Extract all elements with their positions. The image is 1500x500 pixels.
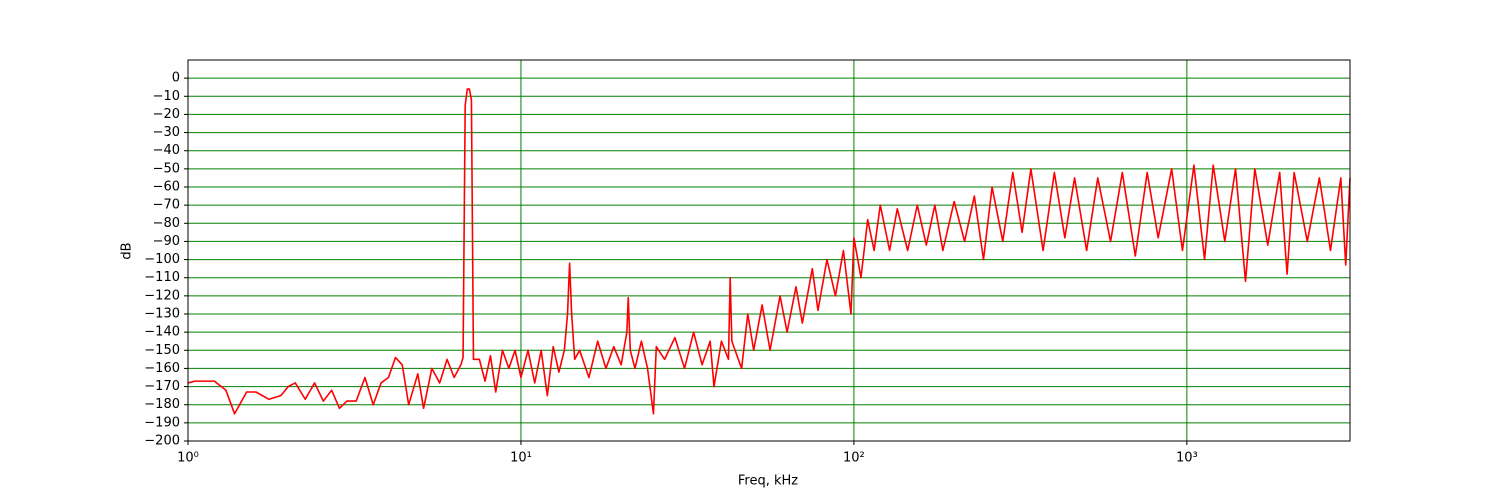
y-tick-label: −20 (153, 107, 180, 122)
y-tick-label: −40 (153, 143, 180, 158)
x-tick-label: 10² (843, 451, 865, 466)
y-tick-label: −10 (153, 89, 180, 104)
y-tick-label: −180 (144, 397, 180, 412)
x-axis-label: Freq, kHz (738, 474, 798, 489)
plot-frame (187, 59, 1351, 442)
x-tick-label: 10³ (1176, 451, 1198, 466)
y-tick-label: −140 (144, 325, 180, 340)
y-tick-label: −160 (144, 361, 180, 376)
y-tick-label: −80 (153, 216, 180, 231)
y-tick-label: −150 (144, 343, 180, 358)
y-tick-label: −30 (153, 125, 180, 140)
y-tick-label: −170 (144, 379, 180, 394)
y-tick-label: −100 (144, 252, 180, 267)
y-tick-label: −120 (144, 288, 180, 303)
y-tick-label: −190 (144, 415, 180, 430)
y-tick-label: −110 (144, 270, 180, 285)
x-tick-label: 10¹ (510, 451, 532, 466)
y-tick-label: −60 (153, 180, 180, 195)
x-tick-label: 10⁰ (177, 451, 199, 466)
y-tick-label: −90 (153, 234, 180, 249)
y-tick-label: −200 (144, 434, 180, 449)
y-tick-label: 0 (172, 71, 180, 86)
y-tick-label: −130 (144, 307, 180, 322)
y-axis-label: dB (120, 242, 135, 259)
y-tick-label: −70 (153, 198, 180, 213)
data-line (187, 88, 1351, 415)
y-tick-label: −50 (153, 161, 180, 176)
